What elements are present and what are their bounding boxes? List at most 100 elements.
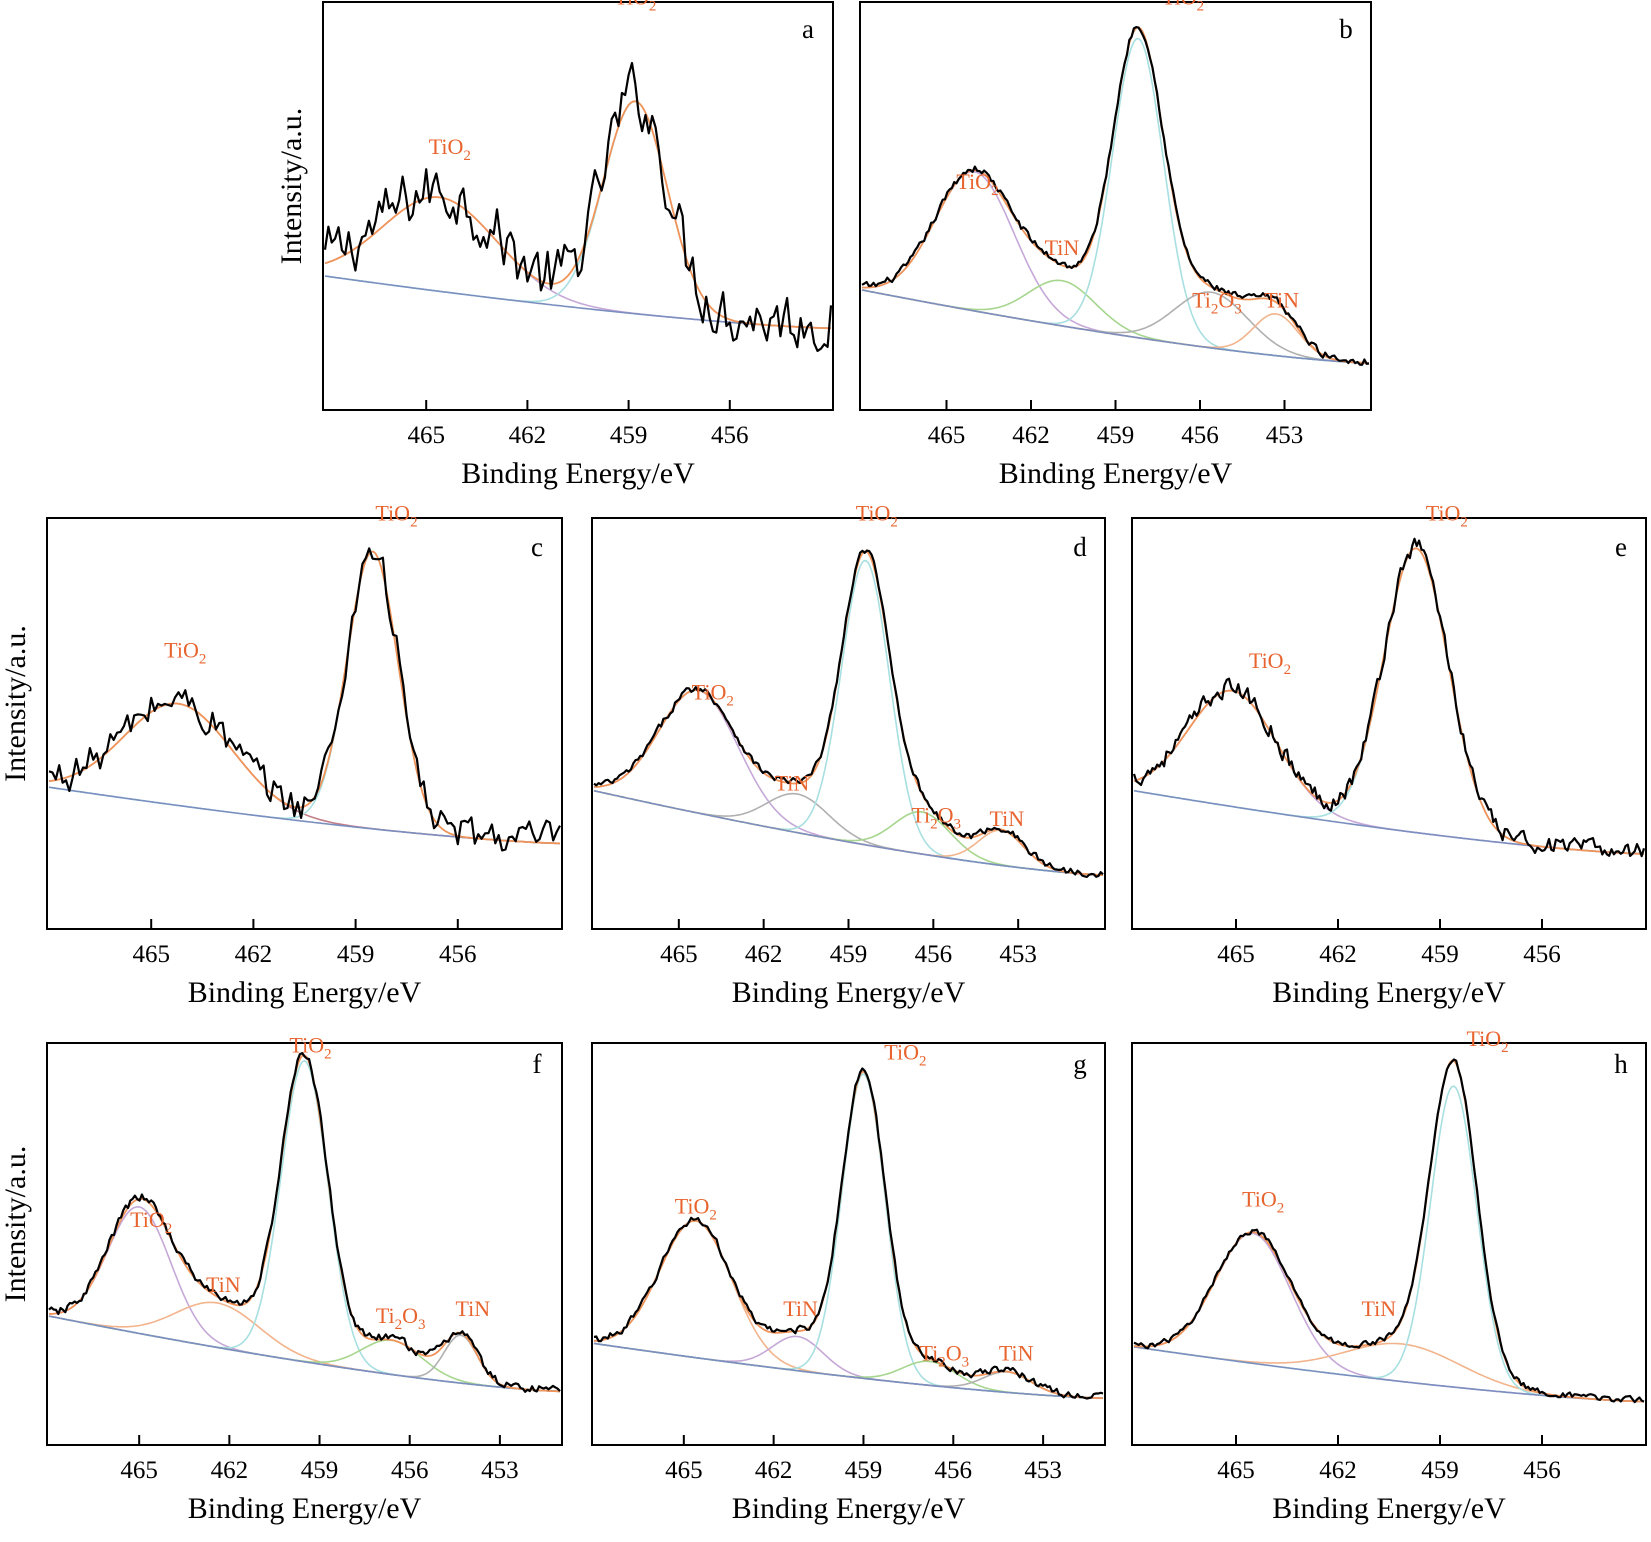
x-tick-label-c-465: 465 [132, 941, 170, 968]
peak-label-b-2: TiN [1045, 235, 1080, 260]
plot-area-d [593, 549, 1104, 879]
x-axis-label-f: Binding Energy/eV [188, 1492, 422, 1525]
plot-area-a [323, 61, 833, 352]
component-curve-f-3 [48, 1059, 560, 1393]
y-axis-label-c: Intensity/a.u. [0, 625, 32, 782]
peak-label-f-3: TiO2 [289, 1033, 331, 1063]
peak-label-d-3: TiO2 [856, 500, 898, 530]
x-tick-label-b-456: 456 [1181, 422, 1219, 449]
x-tick-label-d-456: 456 [915, 941, 953, 968]
raw-spectrum-e [1132, 537, 1646, 858]
x-tick-label-b-459: 459 [1097, 422, 1135, 449]
panel-letter-e: e [1615, 532, 1627, 562]
x-tick-label-g-465: 465 [665, 1457, 703, 1484]
envelope-curve-h [1133, 1059, 1645, 1403]
baseline-curve-d [593, 789, 1104, 876]
x-tick-label-d-459: 459 [830, 941, 868, 968]
peak-label-b-5: TiN [1264, 287, 1299, 312]
x-axis-label-e: Binding Energy/eV [1272, 976, 1506, 1009]
plot-area-h [1133, 1058, 1645, 1404]
peak-label-g-1: TiO2 [675, 1193, 717, 1223]
peak-label-g-2: TiN [783, 1296, 818, 1321]
peak-label-f-5: TiN [455, 1296, 490, 1321]
axes-frame-c [46, 517, 563, 930]
raw-spectrum-h [1133, 1058, 1645, 1404]
x-tick-label-e-465: 465 [1217, 941, 1255, 968]
axes-frame-h [1131, 1042, 1647, 1446]
peak-label-c-1: TiO2 [164, 637, 206, 667]
panel-letter-d: d [1073, 532, 1087, 562]
x-tick-label-h-456: 456 [1523, 1457, 1561, 1484]
axes-frame-a [322, 1, 834, 411]
x-tick-label-c-459: 459 [337, 941, 375, 968]
peak-label-e-2: TiO2 [1426, 500, 1468, 530]
peak-label-d-5: TiN [990, 806, 1025, 831]
x-tick-label-a-456: 456 [711, 422, 749, 449]
x-tick-label-h-459: 459 [1421, 1457, 1459, 1484]
panel-letter-g: g [1073, 1049, 1087, 1079]
x-tick-label-d-465: 465 [660, 941, 698, 968]
x-axis-label-c: Binding Energy/eV [188, 976, 422, 1009]
peak-label-g-3: TiO2 [884, 1040, 926, 1070]
component-curve-b-3 [861, 37, 1369, 364]
x-tick-label-g-462: 462 [755, 1457, 793, 1484]
peak-label-d-2: TiN [775, 771, 810, 796]
peak-label-f-1: TiO2 [130, 1207, 172, 1237]
axes-frame-b [859, 1, 1372, 411]
panel-e: 465 462 459 456 Binding Energy/eV e TiO2 TiO2 [1131, 500, 1647, 1009]
peak-label-a-1: TiO2 [429, 134, 471, 164]
peak-label-d-4: Ti2O3 [911, 802, 961, 832]
x-tick-label-c-462: 462 [235, 941, 273, 968]
component-curve-d-2 [593, 789, 1104, 876]
envelope-curve-f [49, 1054, 560, 1393]
panel-d: 465 462 459 456 453 Binding Energy/eV d TiO2 TiN… [591, 500, 1106, 1009]
panel-letter-b: b [1339, 14, 1353, 44]
baseline-curve-b [861, 289, 1369, 364]
baseline-curve-g [593, 1342, 1104, 1399]
x-axis-label-g: Binding Energy/eV [732, 1492, 966, 1525]
peak-label-a-2: TiO2 [614, 0, 656, 15]
panel-letter-c: c [531, 532, 543, 562]
x-tick-label-f-465: 465 [120, 1457, 158, 1484]
plot-area-b [861, 26, 1370, 366]
x-tick-label-f-459: 459 [301, 1457, 339, 1484]
panel-h: 465 462 459 456 Binding Energy/eV h TiO2 TiN TiO… [1131, 1026, 1647, 1525]
x-tick-label-a-462: 462 [509, 422, 547, 449]
axes-frame-f [46, 1042, 563, 1446]
plot-area-e [1132, 537, 1646, 858]
peak-label-f-4: Ti2O3 [376, 1303, 426, 1333]
x-tick-label-b-465: 465 [928, 422, 966, 449]
peak-label-h-1: TiO2 [1242, 1187, 1284, 1217]
x-tick-label-g-453: 453 [1024, 1457, 1062, 1484]
x-tick-label-a-459: 459 [610, 422, 648, 449]
x-tick-label-b-453: 453 [1266, 422, 1304, 449]
component-curve-c-1 [48, 702, 561, 845]
peak-label-c-2: TiO2 [375, 500, 417, 530]
peak-label-b-4: Ti2O3 [1192, 287, 1242, 317]
raw-spectrum-d [593, 549, 1104, 879]
x-tick-label-f-462: 462 [211, 1457, 249, 1484]
x-tick-label-e-462: 462 [1319, 941, 1357, 968]
panel-letter-f: f [533, 1049, 542, 1079]
envelope-curve-b [862, 26, 1369, 364]
peak-label-h-3: TiO2 [1467, 1026, 1509, 1056]
component-curve-d-5 [593, 789, 1104, 876]
peak-label-f-2: TiN [206, 1272, 241, 1297]
peak-label-e-1: TiO2 [1249, 648, 1291, 678]
panel-g: 465 462 459 456 453 Binding Energy/eV g TiO2 TiN… [591, 1040, 1106, 1525]
panel-a: 465 462 459 456 Binding Energy/eV Intensity/a… [275, 0, 834, 490]
peak-label-b-3: TiO2 [1162, 0, 1204, 15]
raw-spectrum-b [861, 26, 1370, 366]
peak-label-b-1: TiO2 [956, 169, 998, 199]
axes-frame-e [1131, 517, 1647, 930]
x-tick-label-c-456: 456 [439, 941, 477, 968]
x-tick-label-d-453: 453 [999, 941, 1037, 968]
x-tick-label-a-465: 465 [407, 422, 445, 449]
x-axis-label-b: Binding Energy/eV [999, 457, 1233, 490]
plot-area-c [48, 547, 561, 852]
panel-letter-h: h [1614, 1049, 1628, 1079]
x-tick-label-f-453: 453 [481, 1457, 519, 1484]
peak-label-g-5: TiN [999, 1341, 1034, 1366]
x-tick-label-f-456: 456 [391, 1457, 429, 1484]
